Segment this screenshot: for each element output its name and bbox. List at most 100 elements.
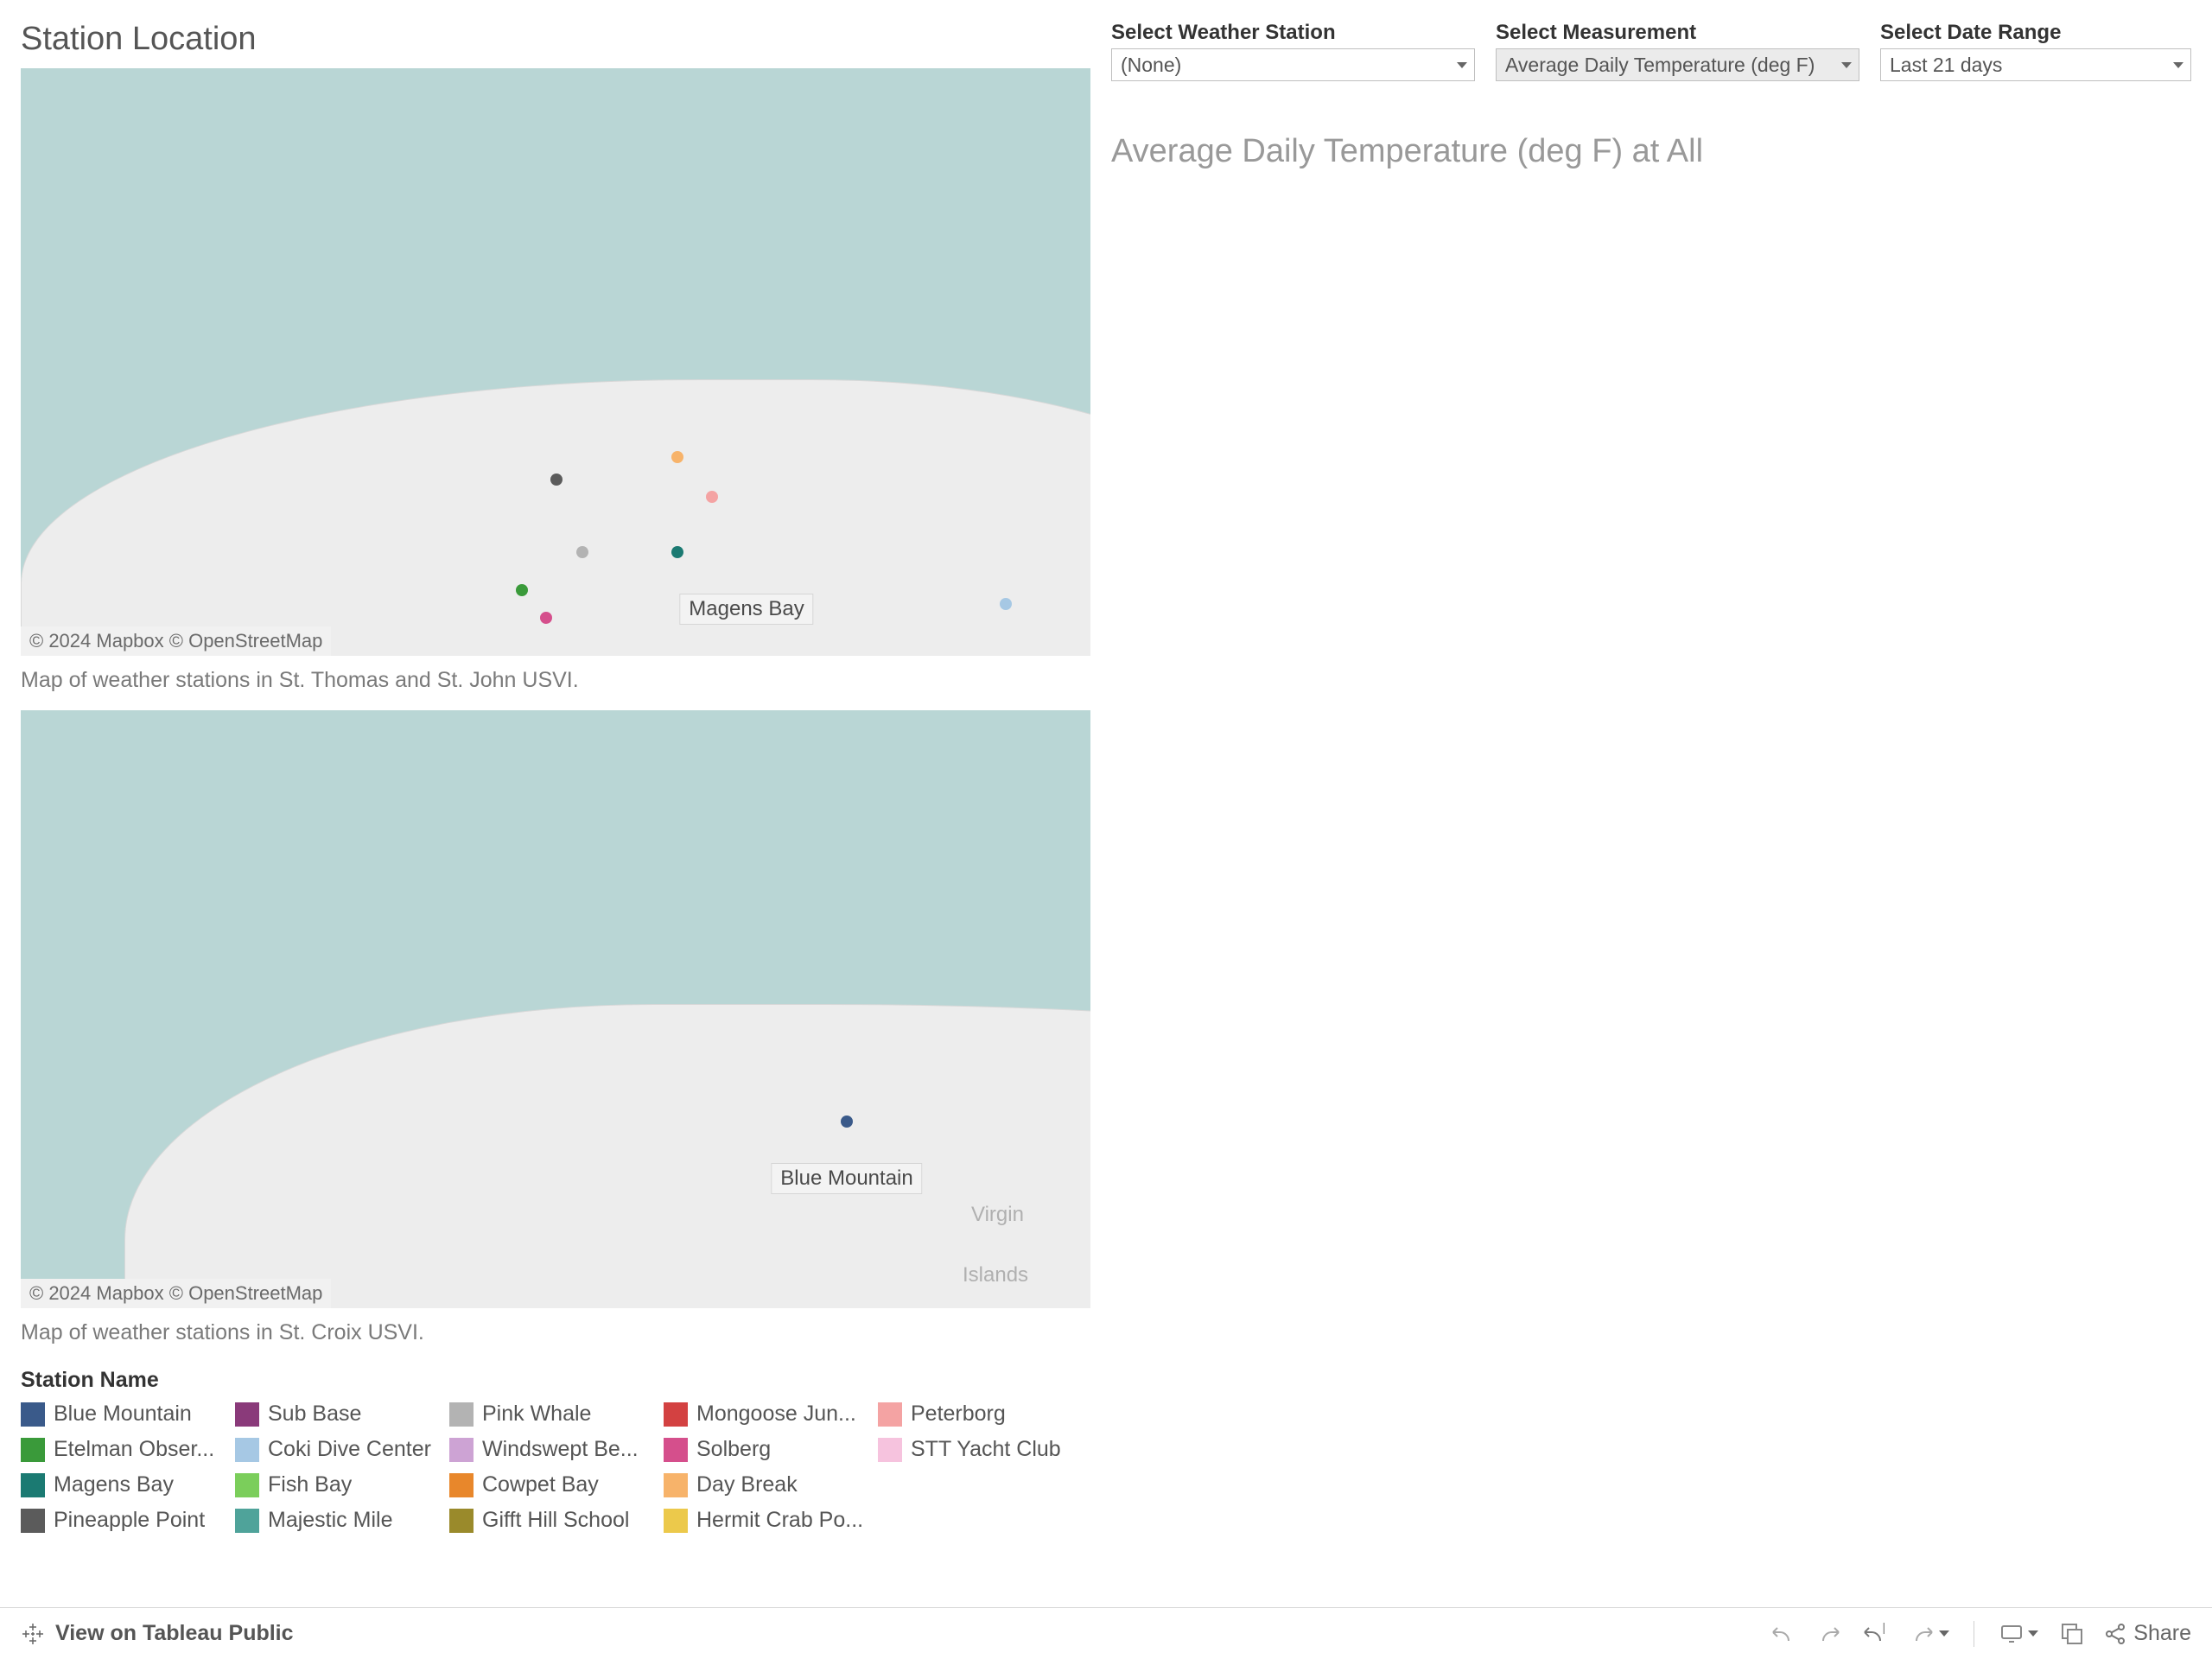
station-dot[interactable]: [841, 1116, 853, 1128]
device-preview-button[interactable]: [1997, 1619, 2040, 1649]
chevron-down-icon: [1457, 62, 1467, 68]
legend-item[interactable]: Pink Whale: [449, 1402, 657, 1427]
legend-swatch: [21, 1402, 45, 1427]
legend-swatch: [878, 1438, 902, 1462]
legend: Blue Mountain Sub Base Pink Whale Mongoose …: [21, 1402, 1090, 1533]
legend-item[interactable]: Solberg: [664, 1437, 871, 1462]
legend-swatch: [664, 1473, 688, 1497]
station-label: Blue Mountain: [771, 1163, 922, 1194]
filter-station-select[interactable]: (None): [1111, 48, 1475, 81]
legend-item[interactable]: Blue Mountain: [21, 1402, 228, 1427]
legend-label: Solberg: [696, 1437, 771, 1462]
legend-swatch: [664, 1438, 688, 1462]
share-icon: [2104, 1623, 2126, 1645]
filter-daterange-label: Select Date Range: [1880, 21, 2191, 45]
legend-item[interactable]: Peterborg: [878, 1402, 1085, 1427]
chevron-down-icon: [1939, 1630, 1949, 1637]
legend-item[interactable]: Mongoose Jun...: [664, 1402, 871, 1427]
station-dot[interactable]: [1000, 598, 1012, 610]
station-dot[interactable]: [550, 474, 563, 486]
map-bg-label: Islands: [963, 1263, 1028, 1287]
map-st-croix[interactable]: © 2024 Mapbox © OpenStreetMap Virgin Isla…: [21, 710, 1090, 1308]
view-on-tableau-button[interactable]: View on Tableau Public: [21, 1621, 294, 1646]
legend-swatch: [235, 1438, 259, 1462]
legend-label: STT Yacht Club: [911, 1437, 1061, 1462]
tableau-icon: [21, 1622, 45, 1646]
legend-label: Cowpet Bay: [482, 1472, 599, 1497]
station-dot[interactable]: [540, 612, 552, 624]
map-bg-label: Virgin: [971, 1203, 1024, 1227]
legend-label: Day Break: [696, 1472, 798, 1497]
chevron-down-icon: [2173, 62, 2183, 68]
legend-swatch: [449, 1438, 474, 1462]
legend-item[interactable]: Majestic Mile: [235, 1508, 442, 1533]
station-dot[interactable]: [576, 546, 588, 558]
legend-title: Station Name: [21, 1368, 1090, 1393]
legend-item[interactable]: Day Break: [664, 1472, 871, 1497]
filter-station-value: (None): [1121, 54, 1181, 77]
legend-swatch: [878, 1402, 902, 1427]
legend-item[interactable]: Sub Base: [235, 1402, 442, 1427]
share-label: Share: [2133, 1621, 2191, 1646]
legend-item[interactable]: Coki Dive Center: [235, 1437, 442, 1462]
chart-title: Average Daily Temperature (deg F) at All: [1111, 133, 2191, 170]
station-dot[interactable]: [671, 451, 683, 463]
legend-label: Windswept Be...: [482, 1437, 639, 1462]
map-st-thomas-st-john[interactable]: © 2024 Mapbox © OpenStreetMap BritisIslM…: [21, 68, 1090, 656]
chevron-down-icon: [1841, 62, 1852, 68]
legend-item[interactable]: Gifft Hill School: [449, 1508, 657, 1533]
undo-button[interactable]: [1768, 1619, 1797, 1649]
station-dot[interactable]: [706, 491, 718, 503]
filter-daterange-select[interactable]: Last 21 days: [1880, 48, 2191, 81]
legend-swatch: [21, 1438, 45, 1462]
legend-label: Blue Mountain: [54, 1402, 192, 1427]
filter-measurement-label: Select Measurement: [1496, 21, 1859, 45]
legend-label: Majestic Mile: [268, 1508, 392, 1533]
legend-item[interactable]: Magens Bay: [21, 1472, 228, 1497]
legend-label: Coki Dive Center: [268, 1437, 431, 1462]
legend-swatch: [664, 1402, 688, 1427]
filter-daterange-value: Last 21 days: [1890, 54, 2002, 77]
legend-label: Magens Bay: [54, 1472, 174, 1497]
fullscreen-button[interactable]: [2057, 1619, 2087, 1649]
redo-button[interactable]: [1815, 1619, 1844, 1649]
legend-label: Fish Bay: [268, 1472, 352, 1497]
map2-attribution: © 2024 Mapbox © OpenStreetMap: [21, 1279, 331, 1308]
legend-item[interactable]: Cowpet Bay: [449, 1472, 657, 1497]
legend-item[interactable]: Hermit Crab Po...: [664, 1508, 871, 1533]
island-shape: [21, 379, 1090, 656]
legend-swatch: [21, 1473, 45, 1497]
legend-label: Hermit Crab Po...: [696, 1508, 863, 1533]
legend-item[interactable]: Windswept Be...: [449, 1437, 657, 1462]
legend-swatch: [664, 1509, 688, 1533]
legend-item[interactable]: STT Yacht Club: [878, 1437, 1085, 1462]
island-shape: [124, 1004, 1090, 1308]
station-dot[interactable]: [671, 546, 683, 558]
revert-button[interactable]: |: [1861, 1619, 1891, 1649]
legend-item[interactable]: Etelman Obser...: [21, 1437, 228, 1462]
legend-swatch: [449, 1509, 474, 1533]
filter-measurement-select[interactable]: Average Daily Temperature (deg F): [1496, 48, 1859, 81]
replay-button[interactable]: [1908, 1619, 1951, 1649]
legend-label: Gifft Hill School: [482, 1508, 629, 1533]
legend-label: Mongoose Jun...: [696, 1402, 856, 1427]
map1-caption: Map of weather stations in St. Thomas an…: [21, 656, 1090, 710]
chevron-down-icon: [2028, 1630, 2038, 1637]
legend-item[interactable]: Fish Bay: [235, 1472, 442, 1497]
station-dot[interactable]: [516, 584, 528, 596]
map2-caption: Map of weather stations in St. Croix USV…: [21, 1308, 1090, 1363]
legend-label: Pineapple Point: [54, 1508, 205, 1533]
filter-measurement-value: Average Daily Temperature (deg F): [1505, 54, 1815, 77]
legend-label: Etelman Obser...: [54, 1437, 214, 1462]
legend-label: Peterborg: [911, 1402, 1006, 1427]
page-title: Station Location: [21, 21, 1090, 58]
legend-swatch: [235, 1402, 259, 1427]
view-on-tableau-label: View on Tableau Public: [55, 1621, 294, 1646]
filter-station-label: Select Weather Station: [1111, 21, 1475, 45]
legend-swatch: [235, 1509, 259, 1533]
legend-label: Pink Whale: [482, 1402, 591, 1427]
legend-swatch: [449, 1473, 474, 1497]
map1-attribution: © 2024 Mapbox © OpenStreetMap: [21, 626, 331, 656]
share-button[interactable]: Share: [2104, 1621, 2191, 1646]
legend-item[interactable]: Pineapple Point: [21, 1508, 228, 1533]
